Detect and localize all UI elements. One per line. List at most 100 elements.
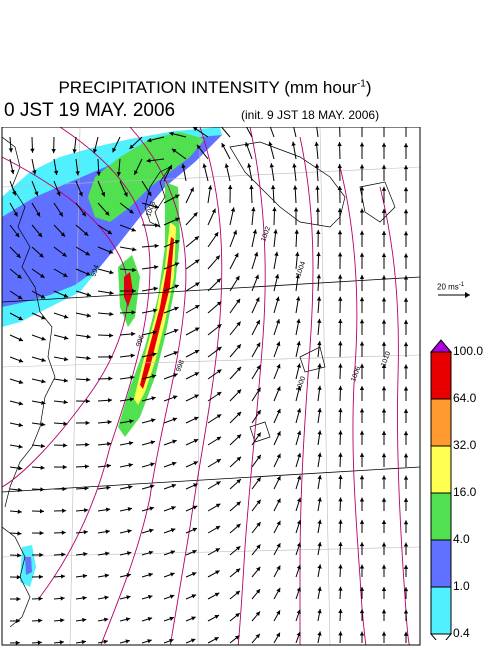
- wind-vector-head: [171, 461, 177, 466]
- wind-vector-head: [214, 592, 220, 597]
- wind-vector-head: [316, 229, 321, 234]
- wind-vector-head: [17, 509, 22, 514]
- wind-vector-head: [149, 528, 154, 533]
- wind-vector-head: [58, 211, 63, 217]
- wind-vector-head: [273, 229, 278, 234]
- precip-blue-patch-sw: [25, 557, 32, 575]
- precip-green-region: [88, 132, 205, 222]
- wind-vector-head: [173, 328, 179, 334]
- wind-vector-head: [37, 232, 43, 238]
- colorbar: [430, 339, 452, 640]
- wind-vector-head: [149, 506, 154, 511]
- reference-vector-text: 20 ms: [437, 282, 459, 292]
- wind-vector-head: [82, 595, 87, 601]
- wind-vector-head: [316, 296, 322, 301]
- wind-vector-head: [194, 394, 199, 399]
- wind-vector-head: [131, 288, 136, 294]
- wind-vector-head: [149, 484, 155, 489]
- wind-vector-head: [403, 408, 409, 413]
- wind-vector-head: [317, 318, 322, 324]
- wind-vector-head: [51, 149, 56, 154]
- wind-vector-head: [296, 341, 301, 346]
- wind-vector-head: [403, 475, 409, 480]
- wind-vector-head: [86, 355, 91, 361]
- init-time-label: (init. 9 JST 18 MAY. 2006): [241, 108, 380, 122]
- wind-vector-head: [191, 572, 197, 577]
- wind-vector-head: [34, 191, 39, 196]
- wind-vector-head: [62, 464, 67, 470]
- wind-vector-head: [101, 192, 106, 197]
- wind-vector-head: [317, 586, 322, 592]
- wind-vector-head: [126, 551, 132, 556]
- wind-vector-head: [134, 170, 139, 175]
- wind-vector-head: [193, 416, 199, 421]
- precip-blue-region: [2, 135, 222, 307]
- wind-vector-head: [92, 148, 98, 154]
- wind-vector-head: [276, 408, 281, 414]
- wind-vector-head: [359, 631, 365, 636]
- wind-vector-head: [18, 316, 23, 320]
- wind-vector-head: [403, 319, 409, 324]
- wind-vector-head: [211, 208, 216, 214]
- wind-vector-head: [317, 430, 322, 435]
- wind-vector: [245, 127, 253, 138]
- wind-vector-head: [18, 401, 24, 406]
- wind-vector-head: [403, 564, 409, 569]
- wind-vector-head: [191, 616, 196, 621]
- wind-vector-head: [359, 208, 365, 213]
- wind-vector-head: [381, 609, 387, 614]
- title-close: ): [365, 78, 372, 97]
- wind-vector-head: [171, 483, 177, 489]
- wind-vector-head: [18, 422, 23, 428]
- wind-vector-head: [130, 353, 135, 358]
- wind-vector-head: [216, 391, 222, 397]
- wind-vector-head: [337, 186, 343, 191]
- wind-vector-head: [359, 586, 365, 591]
- wind-vector-head: [104, 573, 110, 578]
- wind-vector-head: [381, 475, 387, 480]
- wind-vector-head: [269, 163, 274, 168]
- wind-vector-head: [317, 408, 322, 413]
- wind-vector-head: [108, 376, 113, 381]
- latitude-line-north: [2, 276, 420, 303]
- wind-vector-head: [338, 564, 343, 569]
- wind-vector-head: [63, 443, 68, 448]
- wind-vector-head: [78, 191, 83, 197]
- isobar-label: 996: [135, 334, 146, 347]
- isobar-line: [169, 127, 223, 645]
- wind-vector-head: [338, 631, 343, 636]
- wind-vector-head: [294, 229, 299, 234]
- wind-vector-head: [108, 249, 114, 254]
- wind-vector-head: [256, 544, 261, 549]
- wind-vector-head: [17, 531, 22, 536]
- wind-vector-head: [152, 330, 157, 335]
- wind-vector-head: [131, 310, 136, 315]
- wind-vector-head: [236, 321, 241, 327]
- wind-vector-head: [84, 486, 89, 491]
- wind-vector-head: [359, 297, 365, 302]
- wind-vector-head: [153, 265, 159, 270]
- wind-vector-head: [234, 252, 239, 258]
- wind-vector-head: [317, 631, 322, 636]
- wind-vector-head: [107, 419, 112, 425]
- wind-vector-head: [359, 452, 365, 457]
- coastline-honshu-west: [144, 166, 172, 228]
- wind-vector-head: [274, 274, 280, 279]
- wind-vector-head: [194, 259, 200, 264]
- colorbar-tick-label: 100.0: [453, 344, 484, 358]
- wind-vector-head: [381, 275, 387, 280]
- wind-vector-head: [296, 452, 302, 458]
- wind-vector-head: [63, 293, 69, 298]
- wind-vector-head: [403, 231, 409, 236]
- wind-vector-head: [85, 442, 90, 447]
- wind-vector: [269, 127, 275, 138]
- wind-vector-head: [147, 639, 152, 644]
- wind-vector-head: [337, 142, 342, 147]
- wind-vector-head: [338, 475, 343, 480]
- wind-vector-head: [104, 595, 109, 600]
- wind-vector-head: [403, 209, 409, 214]
- wind-vector-head: [171, 506, 176, 511]
- colorbar-swatch: [430, 586, 452, 635]
- wind-vector-head: [150, 462, 155, 467]
- wind-vector-head: [40, 273, 45, 278]
